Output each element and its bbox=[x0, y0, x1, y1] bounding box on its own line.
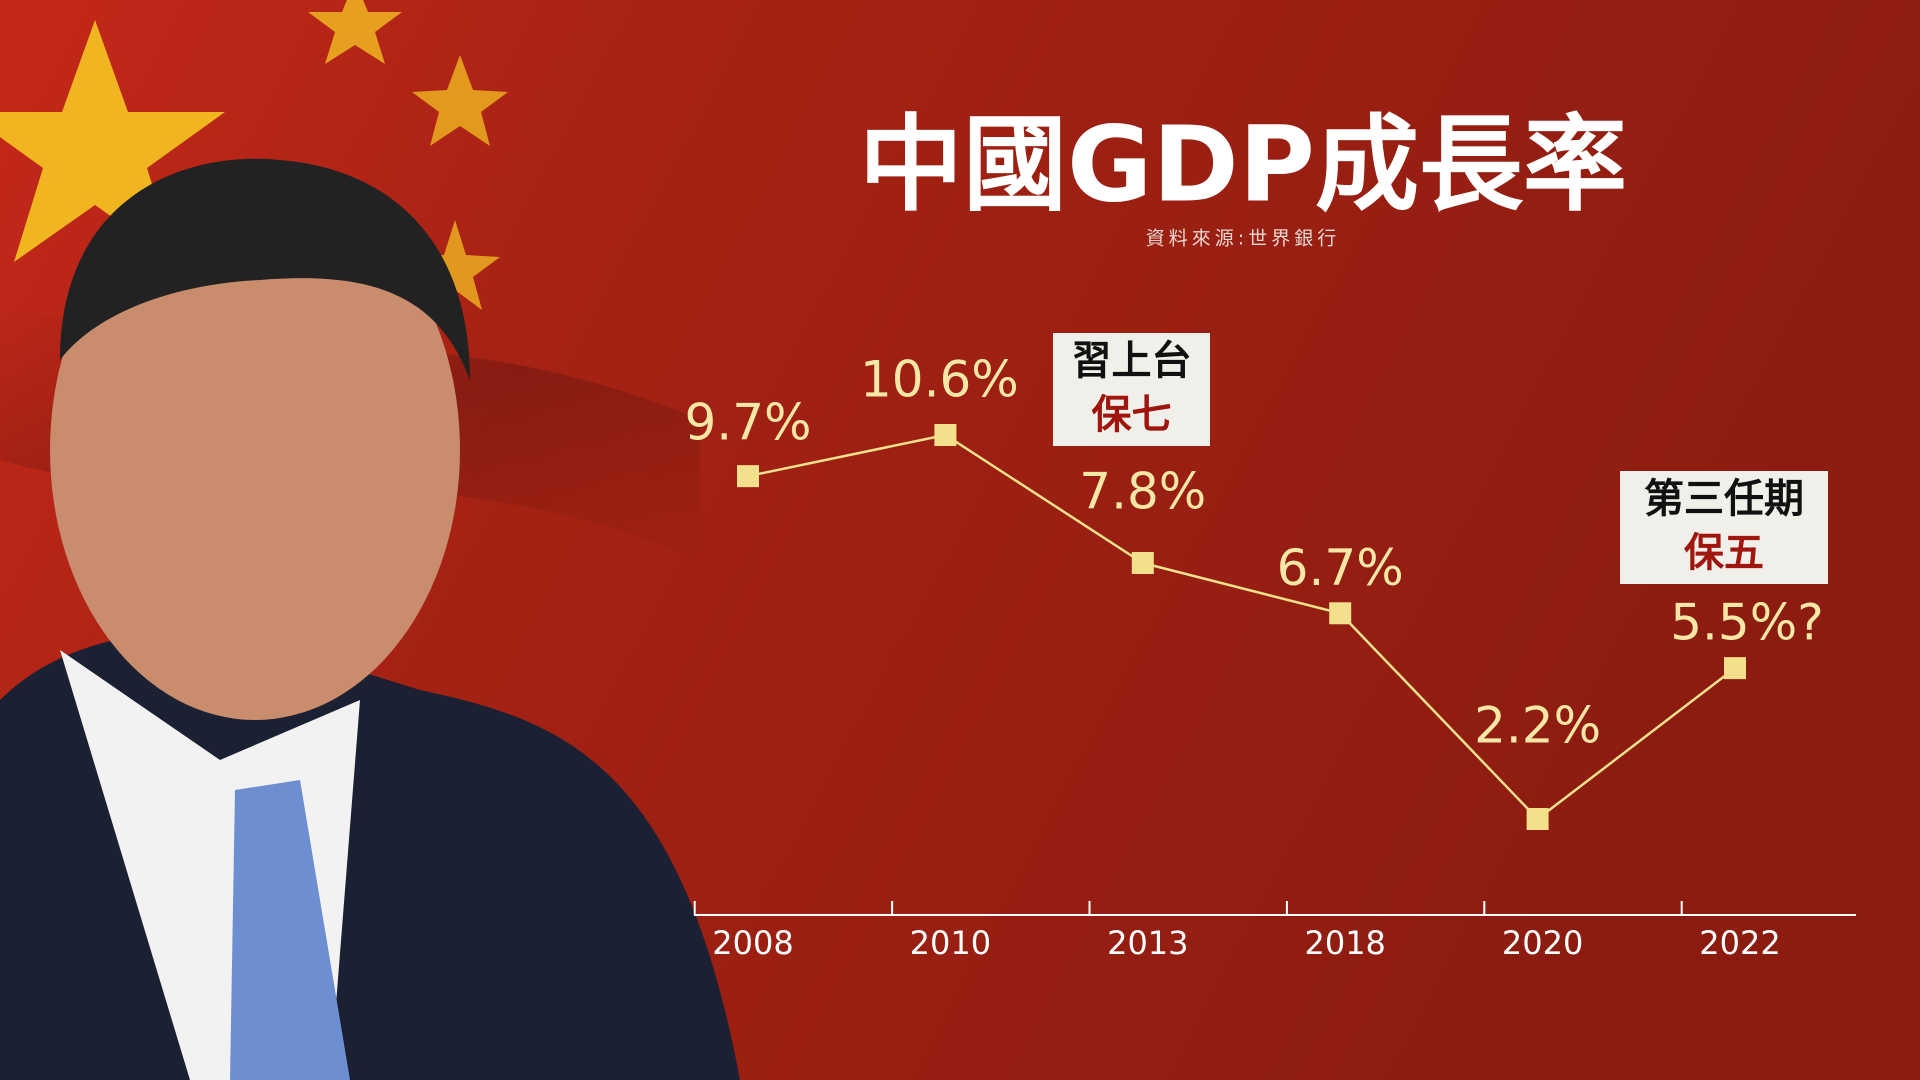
x-tick-label: 2022 bbox=[1699, 924, 1780, 962]
annotation-text: 第三任期 bbox=[1644, 476, 1804, 522]
annotation-text: 保五 bbox=[1684, 530, 1764, 576]
data-point bbox=[1131, 552, 1154, 574]
big-star bbox=[0, 20, 225, 262]
data-point bbox=[1329, 602, 1352, 625]
value-label: 10.6% bbox=[860, 351, 1019, 409]
x-tick-label: 2008 bbox=[712, 924, 793, 962]
chart-title: 中國GDP成長率 bbox=[859, 103, 1627, 225]
star bbox=[410, 220, 500, 310]
face bbox=[50, 180, 460, 720]
portrait bbox=[0, 158, 740, 1080]
hair bbox=[60, 158, 470, 380]
data-point bbox=[1724, 657, 1746, 680]
x-tick-label: 2013 bbox=[1107, 924, 1188, 962]
value-label: 9.7% bbox=[684, 394, 811, 452]
value-label: 2.2% bbox=[1474, 697, 1601, 755]
value-label: 7.8% bbox=[1079, 463, 1206, 521]
data-point bbox=[737, 465, 759, 488]
x-tick-label: 2010 bbox=[910, 924, 991, 962]
x-tick-label: 2020 bbox=[1502, 924, 1583, 962]
value-label: 5.5%? bbox=[1670, 594, 1824, 652]
data-point bbox=[1526, 808, 1549, 830]
x-tick-label: 2018 bbox=[1304, 924, 1385, 962]
data-line bbox=[747, 433, 1736, 821]
flag-stars bbox=[0, 0, 508, 310]
annotation-box bbox=[1620, 471, 1828, 584]
annotation-box bbox=[1053, 333, 1210, 446]
star bbox=[412, 55, 508, 146]
value-label: 6.7% bbox=[1277, 539, 1404, 597]
tie bbox=[230, 780, 350, 1080]
star bbox=[308, 0, 402, 64]
source: 資料來源:世界銀行 bbox=[1146, 228, 1340, 250]
annotation-text: 習上台 bbox=[1072, 338, 1192, 384]
annotation-text: 保七 bbox=[1092, 392, 1172, 438]
data-point bbox=[934, 424, 957, 446]
